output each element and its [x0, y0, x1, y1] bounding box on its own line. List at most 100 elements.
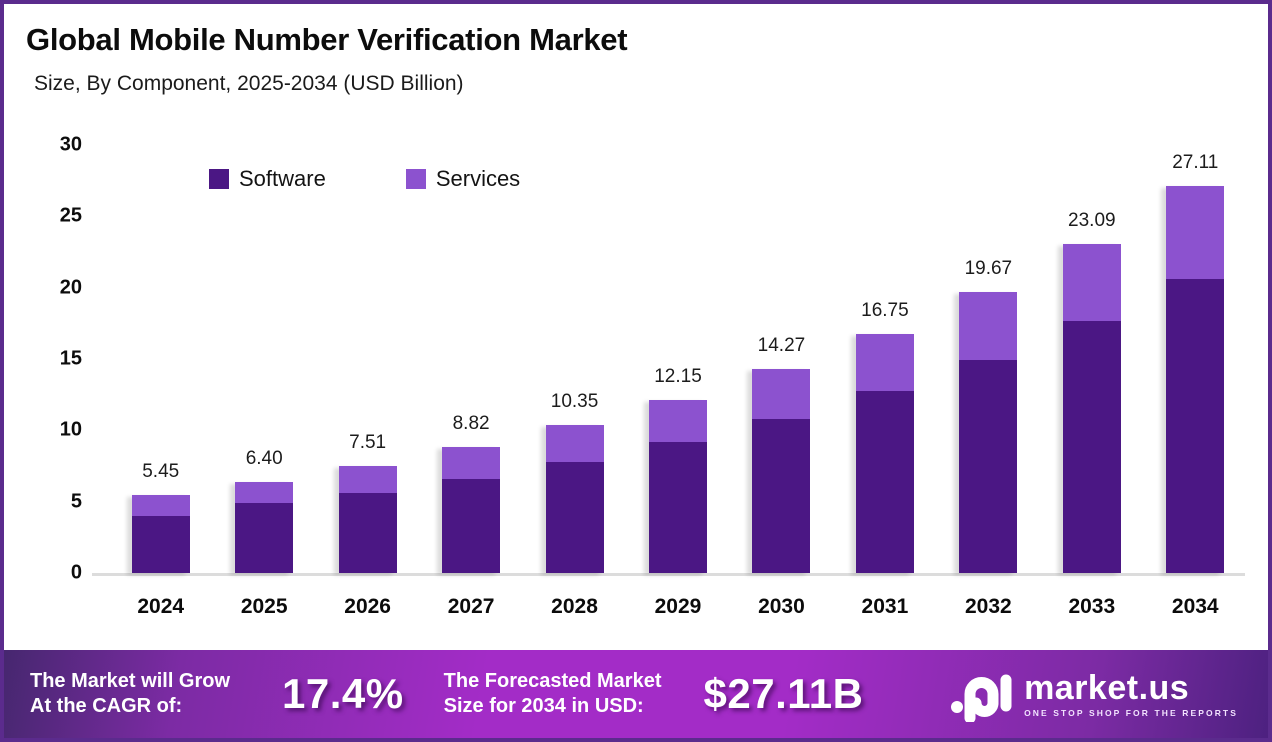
stacked-bar-2032 [959, 292, 1018, 573]
bar-value-label-2028: 10.35 [550, 391, 599, 413]
bar-area-2031 [833, 145, 936, 573]
software-segment-2030 [752, 418, 811, 573]
x-tick-2029: 2029 [654, 595, 702, 618]
software-segment-2034 [1166, 279, 1225, 573]
x-tick-2027: 2027 [447, 595, 495, 618]
bar-chart: Software Services 30 25 20 15 10 5 0 5.45 2024 6… [4, 114, 1268, 638]
bar-area-2027 [419, 145, 522, 573]
software-segment-2026 [338, 493, 397, 573]
y-tick-20: 20 [59, 276, 82, 299]
bar-column-2029: 12.15 2029 [626, 145, 729, 618]
x-tick-2031: 2031 [861, 595, 909, 618]
bar-area-2024 [109, 145, 212, 573]
x-tick-2030: 2030 [758, 595, 805, 618]
services-segment-2030 [752, 369, 811, 419]
bar-value-label-2031: 16.75 [861, 300, 909, 322]
software-segment-2024 [131, 515, 190, 573]
y-tick-10: 10 [59, 418, 82, 441]
software-segment-2028 [545, 461, 604, 573]
software-segment-2029 [648, 441, 707, 573]
y-axis: 30 25 20 15 10 5 0 [4, 114, 82, 638]
software-segment-2033 [1062, 321, 1121, 573]
services-segment-2033 [1062, 243, 1121, 322]
software-segment-2031 [855, 391, 914, 573]
bar-area-2029 [626, 145, 729, 573]
bar-column-2027: 8.82 2027 [419, 145, 522, 618]
y-tick-25: 25 [59, 204, 82, 227]
software-swatch-icon [209, 169, 229, 189]
bar-column-2026: 7.51 2026 [316, 145, 419, 618]
stacked-bar-2026 [338, 465, 397, 573]
forecast-value: $27.11B [703, 670, 864, 717]
cagr-label: The Market will Grow At the CAGR of: [30, 669, 230, 719]
services-segment-2027 [442, 447, 501, 479]
x-tick-2028: 2028 [551, 595, 598, 618]
services-segment-2029 [648, 399, 707, 442]
legend-label-software: Software [239, 166, 326, 191]
bar-value-label-2027: 8.82 [452, 413, 490, 435]
bar-area-2033 [1040, 145, 1143, 573]
services-segment-2032 [959, 292, 1018, 360]
services-segment-2031 [855, 334, 914, 392]
services-swatch-icon [405, 169, 426, 189]
bar-columns: 5.45 2024 6.40 2025 7.51 2026 8.82 2027 10.35 202… [109, 145, 1247, 618]
forecast-label-line1: The Forecasted Market [443, 670, 662, 692]
services-segment-2028 [545, 425, 604, 462]
stacked-bar-2029 [648, 399, 707, 573]
services-segment-2025 [235, 481, 294, 504]
cagr-label-line2: At the CAGR of: [30, 695, 183, 717]
stacked-bar-2033 [1062, 243, 1121, 573]
x-tick-2032: 2032 [964, 595, 1012, 618]
stacked-bar-2027 [442, 447, 501, 573]
x-tick-2026: 2026 [344, 595, 391, 618]
stacked-bar-2034 [1166, 186, 1225, 573]
bar-column-2031: 16.75 2031 [833, 145, 936, 618]
x-axis-line [92, 573, 1245, 576]
bar-column-2024: 5.45 2024 [109, 145, 212, 618]
bar-value-label-2026: 7.51 [349, 431, 387, 453]
software-segment-2032 [959, 359, 1018, 573]
bar-column-2032: 19.67 2032 [937, 145, 1040, 618]
bar-area-2030 [730, 145, 833, 573]
services-segment-2034 [1166, 186, 1225, 280]
stacked-bar-2028 [545, 425, 604, 573]
x-tick-2034: 2034 [1171, 595, 1219, 618]
forecast-label-line2: Size for 2034 in USD: [443, 695, 644, 717]
software-segment-2027 [442, 478, 501, 573]
bar-value-label-2029: 12.15 [654, 365, 702, 387]
bar-value-label-2025: 6.40 [245, 447, 283, 469]
services-segment-2024 [131, 495, 190, 516]
bar-column-2025: 6.40 2025 [212, 145, 315, 618]
software-segment-2025 [235, 503, 294, 573]
bar-value-label-2030: 14.27 [757, 335, 806, 357]
forecast-label: The Forecasted Market Size for 2034 in U… [444, 669, 662, 719]
legend-item-services: Services [405, 166, 521, 192]
bar-column-2028: 10.35 2028 [523, 145, 626, 618]
y-tick-5: 5 [70, 490, 82, 513]
bar-area-2028 [523, 145, 626, 573]
y-tick-15: 15 [59, 347, 82, 370]
services-segment-2026 [338, 465, 397, 494]
legend-label-services: Services [435, 166, 521, 191]
bar-value-label-2033: 23.09 [1068, 209, 1116, 231]
bar-column-2033: 23.09 2033 [1040, 145, 1143, 618]
stacked-bar-2030 [752, 369, 811, 573]
chart-legend: Software Services [209, 166, 520, 192]
market-us-logo-icon [951, 674, 1012, 722]
stacked-bar-2024 [131, 495, 190, 573]
bar-area-2026 [316, 145, 419, 573]
y-tick-0: 0 [70, 561, 82, 584]
page-title: Global Mobile Number Verification Market [26, 22, 628, 57]
brand-logo: market.us ONE STOP SHOP FOR THE REPORTS [950, 666, 1244, 722]
bar-area-2034 [1144, 145, 1247, 573]
x-tick-2025: 2025 [240, 595, 288, 618]
bar-column-2034: 27.11 2034 [1144, 145, 1247, 618]
bar-value-label-2024: 5.45 [142, 461, 180, 483]
cagr-label-line1: The Market will Grow [30, 670, 231, 692]
brand-text: market.us ONE STOP SHOP FOR THE REPORTS [1024, 671, 1238, 718]
bar-area-2025 [212, 145, 315, 573]
bar-value-label-2034: 27.11 [1172, 152, 1219, 174]
legend-item-software: Software [209, 166, 326, 192]
bar-area-2032 [937, 145, 1040, 573]
